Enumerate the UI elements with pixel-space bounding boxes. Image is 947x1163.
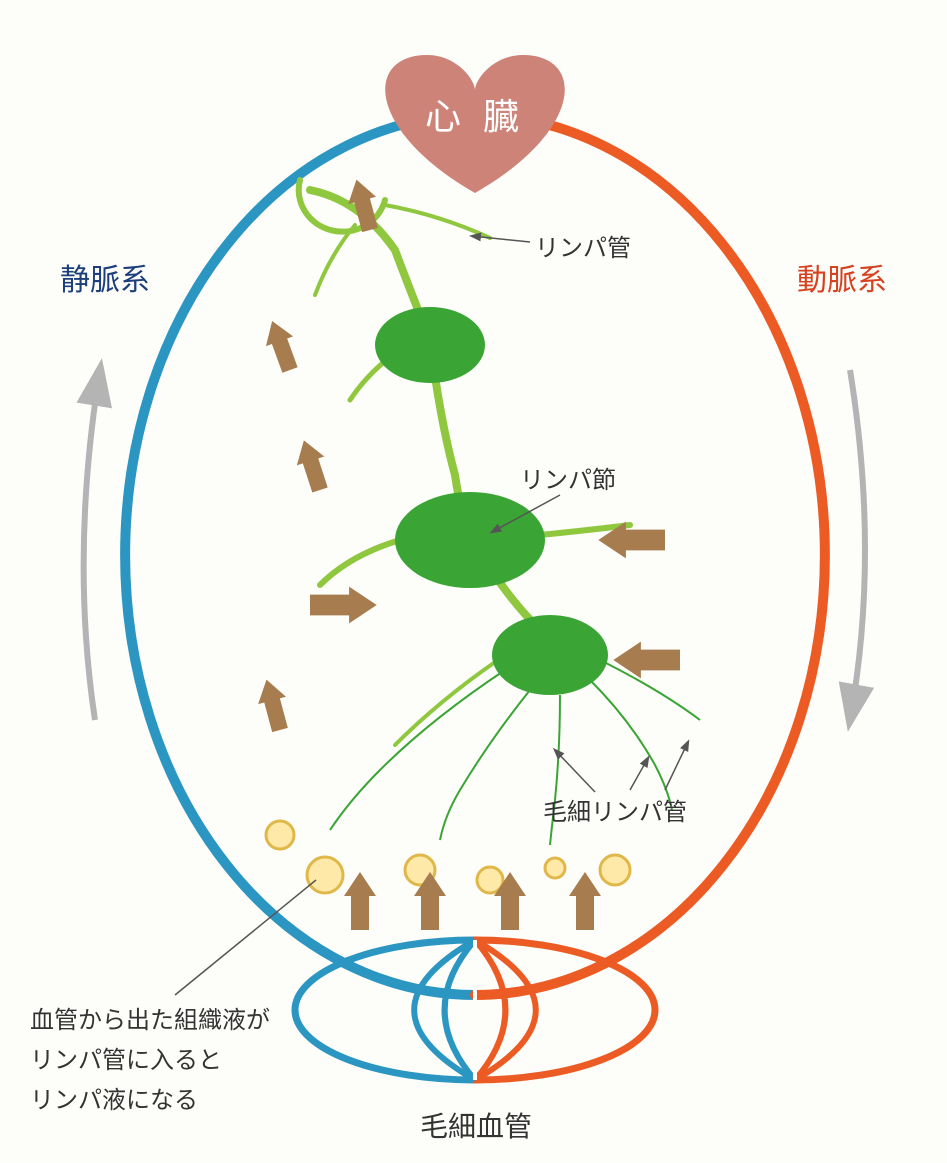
capillary-line [445, 940, 475, 1080]
pointer-line [630, 758, 648, 790]
tissue-fluid-droplet [600, 855, 630, 885]
lymph-branch [320, 540, 400, 585]
flow-arrow-icon [310, 587, 377, 624]
pointer-line [555, 750, 595, 792]
lymph-capillary-label: 毛細リンパ管 [543, 792, 687, 827]
arterial-label: 動脈系 [797, 255, 887, 299]
capillary-line [475, 940, 505, 1080]
diagram-svg [0, 0, 947, 1158]
tissue-fluid-droplet [307, 857, 343, 893]
lymph-node [395, 492, 545, 588]
note-line-3: リンパ液になる [30, 1080, 198, 1115]
tissue-fluid-droplet [266, 821, 294, 849]
lymph-branch [395, 660, 498, 745]
diagram-stage: 心 臓 静脈系 動脈系 リンパ管 リンパ節 毛細リンパ管 毛細血管 血管から出た… [0, 0, 947, 1158]
lymph-node-label: リンパ節 [520, 460, 616, 495]
flow-arrow-icon [290, 436, 334, 495]
lymph-capillary [440, 690, 530, 840]
heart-label: 心 臓 [425, 88, 525, 140]
flow-arrow-venous [84, 370, 100, 720]
lymph-node [375, 307, 485, 383]
lymph-vessel-label: リンパ管 [535, 228, 631, 263]
capillary-label: 毛細血管 [420, 1105, 532, 1145]
lymph-capillary [330, 670, 505, 830]
flow-arrow-icon [344, 872, 376, 930]
tissue-fluid-droplet [545, 858, 565, 878]
lymph-branch-top [385, 205, 490, 238]
lymph-main-vessel [310, 190, 555, 660]
pointer-line [472, 236, 530, 242]
lymph-node [492, 615, 608, 695]
flow-arrow-icon [569, 872, 601, 930]
flow-arrow-icon [259, 316, 304, 375]
note-line-1: 血管から出た組織液が [30, 1000, 270, 1035]
flow-arrow-arterial [850, 370, 865, 720]
venous-label: 静脈系 [60, 255, 150, 299]
lymph-capillary [590, 680, 672, 810]
flow-arrow-icon [253, 676, 294, 734]
note-line-2: リンパ管に入ると [30, 1040, 222, 1075]
pointer-line [665, 742, 688, 790]
lymph-branch-top2 [315, 225, 355, 295]
